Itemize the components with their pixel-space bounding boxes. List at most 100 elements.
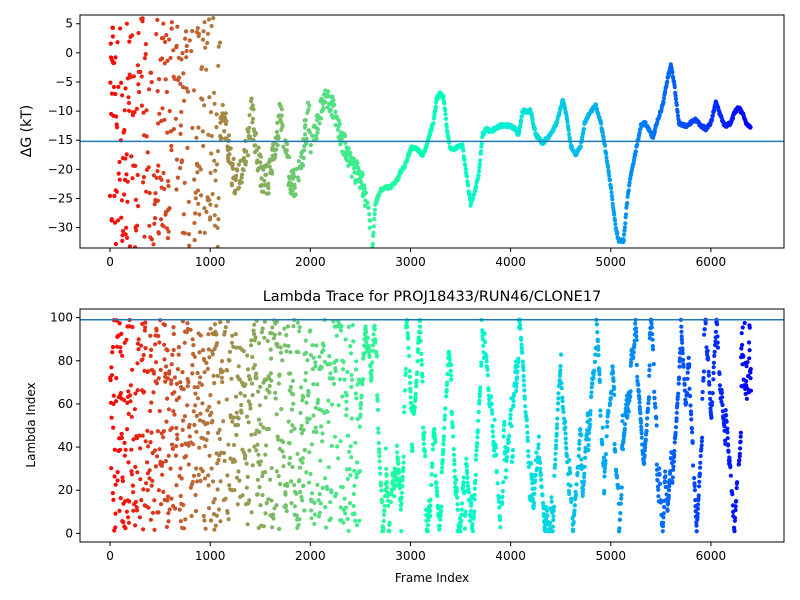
data-point [204,360,209,366]
data-point [250,463,255,468]
data-point [198,333,203,338]
data-point [288,181,293,186]
data-point [575,470,580,476]
data-point [702,332,707,337]
data-point [235,168,240,173]
data-point [348,444,353,449]
data-point [465,484,471,489]
data-point [416,335,421,340]
data-point [379,488,384,493]
data-point [216,457,221,463]
data-point [262,178,267,183]
data-point [122,128,127,133]
data-point [237,377,242,382]
data-point [217,427,222,432]
data-point [285,141,290,147]
data-point [711,377,716,382]
data-point [349,416,354,421]
data-point [400,474,405,479]
data-point [272,506,277,511]
data-point [366,205,371,210]
data-point [634,329,639,334]
data-point [558,364,563,369]
data-point [588,412,593,417]
data-point [143,346,148,351]
data-point [113,511,118,516]
lambda-x-axis-title: Frame Index [395,571,469,585]
data-point [700,389,705,395]
data-point [672,452,677,457]
data-point [237,478,242,483]
data-point [235,502,240,507]
data-point [371,233,376,238]
data-point [184,330,189,335]
data-point [268,477,273,482]
data-point [673,93,678,98]
data-point [592,359,598,364]
data-point [253,143,258,148]
data-point [715,340,720,345]
data-point [591,375,596,380]
data-point [333,368,338,374]
data-point [249,338,254,343]
data-point [545,508,550,513]
data-point [307,130,312,135]
data-point [566,488,572,494]
data-point [414,378,419,383]
data-point [154,328,159,333]
data-point [361,355,366,361]
data-point [650,337,655,342]
data-point [174,483,179,488]
data-point [251,331,257,336]
data-point [619,485,624,490]
data-point [229,376,234,381]
data-point [635,374,640,379]
data-point [621,437,626,442]
data-point [346,146,351,151]
data-point [559,381,564,386]
data-point [127,499,132,504]
data-point [572,508,577,513]
data-point [679,334,684,339]
data-point [656,487,661,492]
data-point [550,524,556,529]
data-point [215,149,221,154]
data-point [644,422,649,428]
data-point [207,355,212,360]
data-point [214,341,220,346]
data-point [304,350,309,355]
data-point [163,379,168,384]
data-point [623,221,628,226]
data-point [423,454,428,459]
data-point [449,377,454,382]
data-point [553,462,558,467]
data-point [159,177,164,182]
data-point [116,84,121,89]
data-point [117,321,122,326]
data-point [200,348,206,353]
data-point [666,488,672,493]
data-point [738,430,744,435]
data-point [146,505,151,510]
data-point [474,448,479,453]
data-point [223,496,228,501]
data-point [625,406,630,411]
data-point [673,96,679,102]
data-point [699,439,705,444]
data-point [526,464,531,470]
data-point [452,458,457,463]
data-point [633,153,638,158]
data-point [622,232,627,237]
data-point [215,461,220,466]
data-point [281,144,286,149]
data-point [644,428,649,434]
data-point [330,376,336,381]
data-point [314,136,319,141]
data-point [214,112,219,117]
x-tick-label: 6000 [696,549,727,563]
data-point [726,443,731,448]
data-point [657,472,662,477]
data-point [712,353,717,358]
data-point [205,366,210,371]
data-point [163,459,168,464]
